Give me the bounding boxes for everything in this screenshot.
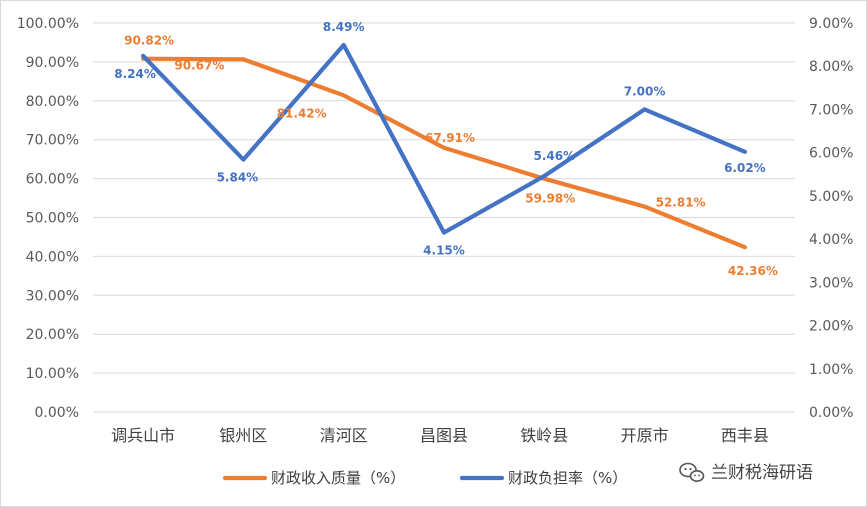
left-tick-label: 90.00% — [26, 55, 79, 71]
right-tick-label: 5.00% — [809, 189, 853, 205]
data-label: 4.15% — [423, 244, 465, 258]
data-label: 81.42% — [277, 106, 327, 120]
category-label: 昌图县 — [420, 426, 468, 445]
left-tick-label: 80.00% — [26, 94, 79, 110]
right-tick-label: 8.00% — [809, 59, 853, 75]
data-label: 42.36% — [728, 264, 778, 278]
left-tick-label: 60.00% — [26, 172, 79, 188]
right-tick-label: 0.00% — [809, 405, 853, 421]
left-tick-label: 20.00% — [26, 327, 79, 343]
category-label: 开原市 — [621, 426, 669, 445]
legend-item: 财政收入质量（%） — [271, 469, 405, 487]
data-label: 52.81% — [656, 196, 706, 210]
category-label: 西丰县 — [721, 426, 769, 445]
series-layer — [141, 42, 748, 250]
gridlines — [93, 22, 795, 413]
category-label: 调兵山市 — [111, 426, 175, 445]
watermark: 兰财税海研语 — [679, 462, 813, 483]
left-tick-label: 30.00% — [26, 288, 79, 304]
right-tick-label: 9.00% — [809, 16, 853, 32]
legend-item: 财政负担率（%） — [508, 469, 627, 487]
data-label: 59.98% — [525, 192, 575, 206]
legend: 财政收入质量（%） 财政负担率（%） — [222, 469, 627, 487]
wechat-icon — [679, 462, 705, 482]
data-label: 8.49% — [323, 20, 365, 34]
left-axis-ticks: 0.00% 10.00% 20.00% 30.00% 40.00% 50.00% 60.00… — [17, 16, 79, 421]
data-labels: 90.82%90.67% 81.42% 67.91% 59.98% 52.81% 42.3… — [114, 20, 778, 278]
left-tick-label: 100.00% — [17, 16, 79, 32]
right-tick-label: 4.00% — [809, 232, 853, 248]
right-tick-label: 7.00% — [809, 102, 853, 118]
category-label: 银州区 — [219, 426, 267, 445]
right-tick-label: 3.00% — [809, 275, 853, 291]
right-tick-label: 6.00% — [809, 146, 853, 162]
left-tick-label: 0.00% — [35, 405, 79, 421]
data-label: 90.67% — [174, 58, 224, 72]
data-label: 67.91% — [425, 131, 475, 145]
data-label: 5.46% — [533, 149, 575, 163]
category-axis-ticks: 调兵山市 银州区 清河区 昌图县 铁岭县 开原市 西丰县 — [111, 426, 769, 445]
category-label: 清河区 — [320, 426, 368, 445]
category-label: 铁岭县 — [520, 426, 568, 445]
right-tick-label: 1.00% — [809, 362, 853, 378]
data-label: 6.02% — [724, 161, 766, 175]
left-tick-label: 50.00% — [26, 211, 79, 227]
data-label: 7.00% — [624, 84, 666, 98]
series-line — [141, 42, 748, 235]
left-tick-label: 10.00% — [26, 366, 79, 382]
left-tick-label: 70.00% — [26, 133, 79, 149]
right-axis-ticks: 0.00% 1.00% 2.00% 3.00% 4.00% 5.00% 6.00% 7.00%… — [809, 16, 853, 421]
watermark-text: 兰财税海研语 — [711, 463, 813, 483]
series-line — [141, 56, 748, 250]
data-label: 8.24% — [114, 67, 156, 81]
left-tick-label: 40.00% — [26, 249, 79, 265]
data-label: 5.84% — [217, 171, 259, 185]
data-label: 90.82% — [124, 34, 174, 48]
right-tick-label: 2.00% — [809, 319, 853, 335]
